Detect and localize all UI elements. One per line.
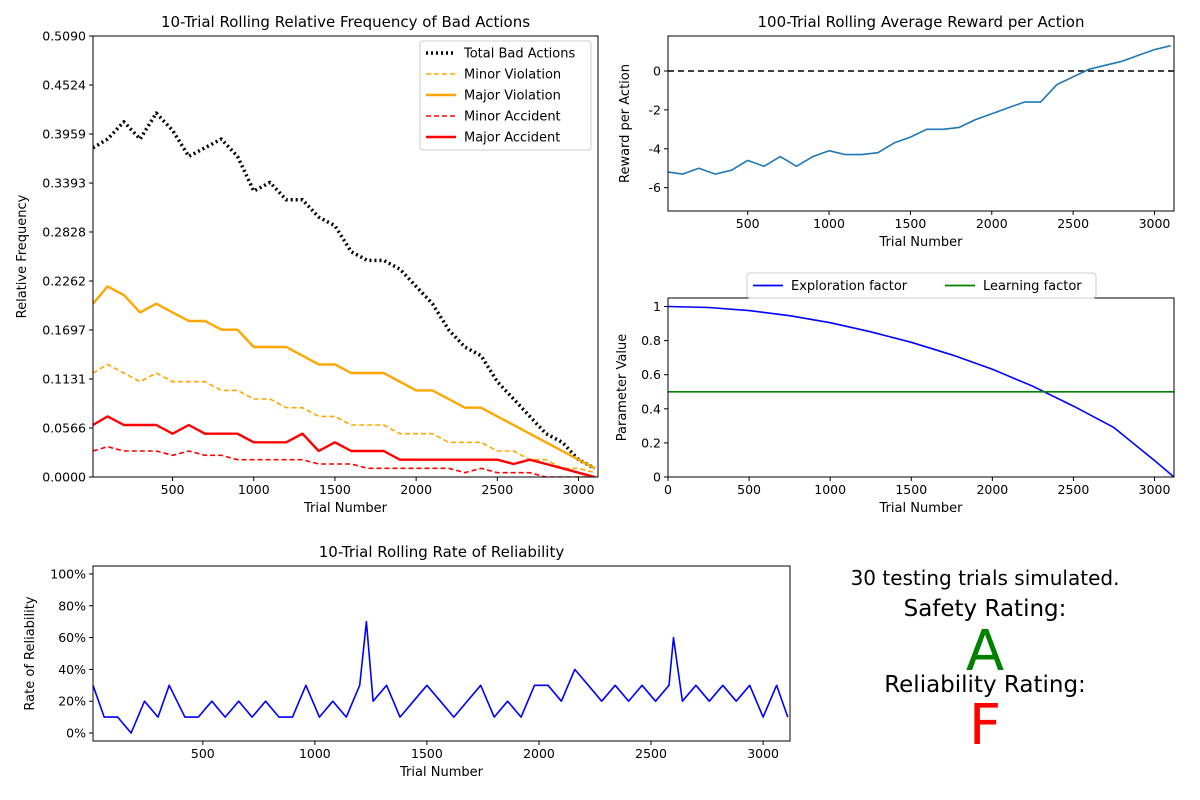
y-tick-label: 0.3393 (42, 176, 86, 191)
x-tick-label: 1000 (299, 746, 331, 761)
x-axis-label: Trial Number (879, 235, 964, 250)
x-tick-label: 500 (737, 482, 761, 497)
x-tick-label: 3000 (1139, 216, 1171, 231)
y-tick-label: 20% (58, 694, 86, 709)
y-tick-label: 0.4524 (42, 78, 86, 93)
major-accident-series-line (93, 415, 596, 477)
y-tick-label: 0.1131 (42, 372, 86, 387)
legend-entry: Minor Accident (464, 110, 561, 125)
y-tick-label: 0% (66, 726, 86, 741)
x-tick-label: 1500 (895, 482, 927, 497)
bad-actions-chart: 500 1000 1500 2000 2500 3000 0.0000 0.0566 0.113… (15, 13, 599, 516)
x-tick-label: 2500 (1058, 482, 1090, 497)
y-tick-label: 100% (50, 566, 86, 581)
chart-title: 10-Trial Rolling Relative Frequency of B… (161, 13, 530, 31)
x-tick-label: 1000 (813, 216, 845, 231)
plot-area (668, 44, 1174, 175)
reliability-chart: 500 1000 1500 2000 2500 3000 0% 20% 40% 60% 80% 100… (23, 543, 791, 780)
y-tick-label: 0.0000 (42, 470, 86, 485)
y-axis-label: Parameter Value (615, 334, 630, 441)
x-axis-label: Trial Number (303, 501, 388, 516)
y-tick-label: -4 (649, 141, 662, 156)
x-tick-label: 1500 (411, 746, 443, 761)
y-tick-label: 40% (58, 662, 86, 677)
x-tick-label: 2000 (976, 216, 1008, 231)
x-tick-label: 1500 (895, 216, 927, 231)
y-tick-label: 0.1697 (42, 322, 86, 337)
y-axis-label: Rate of Reliability (23, 596, 38, 710)
x-tick-label: 2000 (523, 746, 555, 761)
chart-title: 100-Trial Rolling Average Reward per Act… (758, 13, 1085, 31)
x-tick-label: 0 (664, 482, 672, 497)
y-tick-label: 0.2 (641, 435, 661, 450)
plot-area (93, 620, 789, 734)
safety-grade: A (965, 619, 1005, 684)
x-tick-label: 2500 (635, 746, 667, 761)
parameters-chart: 0 500 1000 1500 2000 2500 3000 0 0.2 0.4 0.6 0.8 1 Tr… (615, 272, 1175, 516)
y-tick-label: 0.5090 (42, 29, 86, 44)
legend-entry: Minor Violation (464, 68, 561, 83)
x-tick-label: 500 (191, 746, 215, 761)
x-tick-label: 2000 (976, 482, 1008, 497)
y-tick-label: 0.6 (641, 367, 661, 382)
y-tick-label: 0.4 (641, 401, 661, 416)
reliability-grade: F (968, 693, 1002, 758)
x-tick-label: 3000 (747, 746, 779, 761)
y-tick-label: 0.2828 (42, 224, 86, 239)
y-tick-label: 0.2262 (42, 274, 86, 289)
y-tick-label: 0.0566 (42, 420, 86, 435)
reliability-rating-label: Reliability Rating: (884, 672, 1086, 698)
plot-frame (667, 297, 1175, 478)
exploration-factor-series-line (668, 305, 1174, 477)
y-tick-label: 0 (653, 64, 661, 79)
minor-violation-series-line (93, 363, 596, 474)
legend-box (419, 40, 592, 151)
rating-panel: 30 testing trials simulated. Safety Rati… (830, 560, 1140, 790)
plot-area (93, 111, 596, 477)
y-tick-label: -6 (649, 180, 662, 195)
y-tick-label: -2 (649, 102, 661, 117)
x-tick-label: 500 (736, 216, 760, 231)
minor-accident-series-line (93, 445, 595, 477)
x-axis-label: Trial Number (399, 765, 484, 780)
y-tick-label: 0 (653, 470, 661, 485)
x-tick-label: 2000 (400, 482, 432, 497)
x-tick-label: 1000 (814, 482, 846, 497)
y-tick-label: 0.8 (641, 333, 661, 348)
data-series-line (668, 44, 1171, 175)
legend-entry: Major Violation (464, 89, 561, 104)
data-series-line (93, 620, 789, 734)
plot-area (668, 305, 1174, 477)
major-violation-series-line (93, 285, 596, 470)
x-tick-label: 2500 (1057, 216, 1089, 231)
y-axis-label: Relative Frequency (15, 194, 30, 318)
legend-box (746, 272, 1097, 299)
x-tick-label: 1500 (319, 482, 351, 497)
x-tick-label: 500 (161, 482, 185, 497)
total-bad-actions-series-line (93, 111, 596, 470)
safety-rating-label: Safety Rating: (903, 596, 1067, 622)
y-tick-label: 1 (653, 299, 661, 314)
plot-frame (92, 565, 791, 742)
plot-frame (667, 35, 1175, 212)
y-tick-label: 60% (58, 630, 86, 645)
legend-entry: Major Accident (464, 131, 560, 146)
x-tick-label: 3000 (1139, 482, 1171, 497)
reward-chart: 500 1000 1500 2000 2500 3000 -6 -4 -2 0 100-Trial … (618, 13, 1175, 250)
y-tick-label: 80% (58, 598, 86, 613)
testing-trials-text: 30 testing trials simulated. (850, 566, 1120, 590)
y-axis-label: Reward per Action (618, 64, 633, 183)
plot-frame (92, 35, 599, 478)
x-axis-label: Trial Number (879, 501, 964, 516)
legend-entry: Total Bad Actions (463, 47, 575, 62)
x-tick-label: 1000 (238, 482, 270, 497)
legend-entry: Learning factor (983, 279, 1082, 294)
chart-title: 10-Trial Rolling Rate of Reliability (319, 543, 565, 561)
x-tick-label: 3000 (563, 482, 595, 497)
x-tick-label: 2500 (481, 482, 513, 497)
legend-entry: Exploration factor (791, 279, 908, 294)
y-tick-label: 0.3959 (42, 126, 86, 141)
